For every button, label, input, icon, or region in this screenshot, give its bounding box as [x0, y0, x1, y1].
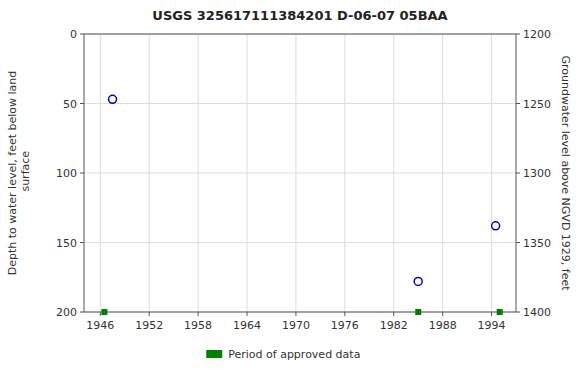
y2-axis-label: Groundwater level above NGVD 1929, feet [559, 55, 572, 291]
y-tick-label: 100 [56, 167, 77, 180]
y-grid-line [84, 103, 516, 104]
x-tick [247, 312, 248, 316]
y-axis-label: Depth to water level, feet below land su… [6, 71, 32, 276]
title: USGS 325617111384201 D-06-07 05BAA [152, 8, 447, 23]
y-axis-label-line: surface [19, 151, 32, 195]
x-tick-label: 1946 [86, 319, 114, 332]
x-tick-label: 1994 [478, 319, 506, 332]
y-tick [80, 34, 84, 35]
legend-label: Period of approved data [228, 348, 360, 361]
x-tick [344, 312, 345, 316]
y-grid-line [84, 173, 516, 174]
y2-tick [516, 103, 520, 104]
y-tick [80, 242, 84, 243]
x-tick [393, 312, 394, 316]
legend-swatch [206, 350, 222, 358]
y-grid-line [84, 242, 516, 243]
x-tick-label: 1982 [380, 319, 408, 332]
y2-tick-label: 1300 [523, 167, 551, 180]
y-tick-label: 200 [56, 306, 77, 319]
y2-tick-label: 1350 [523, 237, 551, 250]
y-tick-label: 150 [56, 237, 77, 250]
x-tick [100, 312, 101, 316]
marks [101, 95, 502, 315]
y-tick [80, 103, 84, 104]
x-tick [491, 312, 492, 316]
point [492, 222, 500, 230]
square-marker [101, 309, 107, 315]
x-tick [442, 312, 443, 316]
chart: 1946 1952 1958 1964 1970 1976 1982 1988 1994 0 50 1… [0, 0, 576, 384]
y2-tick-label: 1400 [523, 306, 551, 319]
y-tick [80, 312, 84, 313]
plot-frame [84, 34, 516, 312]
legend: Period of approved data [206, 348, 360, 361]
x-tick-label: 1958 [184, 319, 212, 332]
square-marker [415, 309, 421, 315]
x-tick [149, 312, 150, 316]
y2-tick [516, 312, 520, 313]
y-tick [80, 173, 84, 174]
x-tick [198, 312, 199, 316]
x-tick-label: 1964 [233, 319, 261, 332]
x-tick [295, 312, 296, 316]
square-marker [497, 309, 503, 315]
x-tick-label: 1952 [135, 319, 163, 332]
x-tick-label: 1976 [331, 319, 359, 332]
y2-tick [516, 173, 520, 174]
point [109, 95, 117, 103]
y-tick-label: 50 [63, 98, 77, 111]
y2-tick [516, 242, 520, 243]
grid [84, 34, 516, 312]
y2-tick [516, 34, 520, 35]
y2-tick-label: 1250 [523, 98, 551, 111]
y-axis-label-line: Depth to water level, feet below land [6, 71, 19, 276]
point [414, 277, 422, 285]
y2-tick-label: 1200 [523, 28, 551, 41]
y-tick-label: 0 [70, 28, 77, 41]
x-tick-label: 1970 [282, 319, 310, 332]
x-tick-label: 1988 [429, 319, 457, 332]
